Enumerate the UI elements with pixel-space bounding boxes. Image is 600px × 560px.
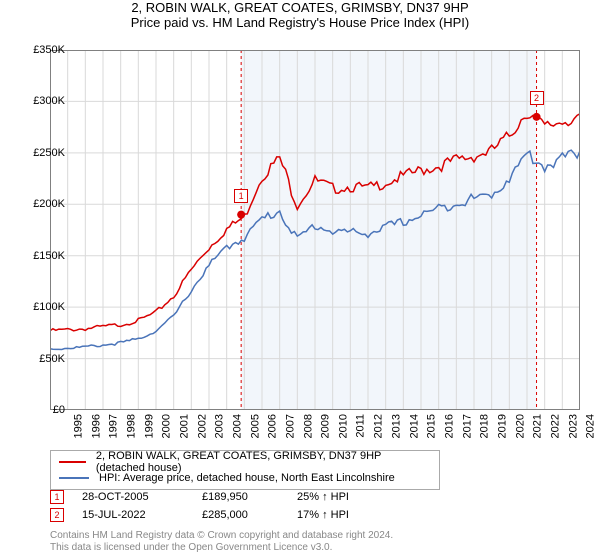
x-axis-label: 1998 [125,414,137,438]
x-axis-label: 1999 [143,414,155,438]
sale-price: £285,000 [202,509,297,521]
chart-svg [50,50,580,410]
x-axis-label: 2019 [496,414,508,438]
x-axis-label: 2022 [549,414,561,438]
x-axis-label: 1997 [108,414,120,438]
legend-swatch [59,477,89,479]
legend-item: HPI: Average price, detached house, Nort… [59,470,431,486]
x-axis-label: 1996 [90,414,102,438]
x-axis-label: 2008 [302,414,314,438]
sale-diff: 25% ↑ HPI [297,491,387,503]
y-axis-label: £100K [33,301,65,313]
y-axis-label: £200K [33,198,65,210]
x-axis-label: 2000 [161,414,173,438]
x-axis-label: 2009 [320,414,332,438]
y-axis-label: £300K [33,95,65,107]
x-axis-label: 1995 [72,414,84,438]
footer-line: This data is licensed under the Open Gov… [50,542,393,554]
sale-marker-icon: 1 [50,490,64,504]
x-axis-label: 2004 [231,414,243,438]
sale-date: 28-OCT-2005 [82,491,202,503]
x-axis-label: 2011 [354,414,366,438]
legend-label: HPI: Average price, detached house, Nort… [99,472,395,484]
legend: 2, ROBIN WALK, GREAT COATES, GRIMSBY, DN… [50,450,440,490]
x-axis-label: 2005 [249,414,261,438]
chart-area [50,50,580,410]
sale-marker-icon: 2 [50,508,64,522]
footer: Contains HM Land Registry data © Crown c… [50,530,393,554]
sale-point-marker: 2 [530,91,544,105]
y-axis-label: £50K [39,353,65,365]
x-axis-label: 2016 [443,414,455,438]
x-axis-label: 2001 [178,414,190,438]
x-axis-label: 2021 [532,414,544,438]
x-axis-label: 2020 [514,414,526,438]
y-axis-label: £150K [33,250,65,262]
chart-subtitle: Price paid vs. HM Land Registry's House … [0,15,600,30]
x-axis-label: 2006 [267,414,279,438]
footer-line: Contains HM Land Registry data © Crown c… [50,530,393,542]
x-axis-label: 2007 [284,414,296,438]
x-axis-label: 2002 [196,414,208,438]
sale-diff: 17% ↑ HPI [297,509,387,521]
sales-table: 1 28-OCT-2005 £189,950 25% ↑ HPI 2 15-JU… [50,490,387,526]
x-axis-label: 2023 [567,414,579,438]
y-axis-label: £350K [33,44,65,56]
x-axis-label: 2017 [461,414,473,438]
y-axis-label: £0 [53,404,65,416]
legend-label: 2, ROBIN WALK, GREAT COATES, GRIMSBY, DN… [96,450,431,474]
x-axis-label: 2013 [390,414,402,438]
x-axis-label: 2018 [479,414,491,438]
sale-row: 2 15-JUL-2022 £285,000 17% ↑ HPI [50,508,387,522]
sale-row: 1 28-OCT-2005 £189,950 25% ↑ HPI [50,490,387,504]
sale-date: 15-JUL-2022 [82,509,202,521]
x-axis-label: 2015 [426,414,438,438]
sale-point-marker: 1 [234,189,248,203]
x-axis-label: 2014 [408,414,420,438]
chart-title: 2, ROBIN WALK, GREAT COATES, GRIMSBY, DN… [0,0,600,15]
x-axis-label: 2024 [585,414,597,438]
x-axis-label: 2012 [373,414,385,438]
sale-price: £189,950 [202,491,297,503]
legend-swatch [59,461,86,463]
y-axis-label: £250K [33,147,65,159]
x-axis-label: 2010 [337,414,349,438]
x-axis-label: 2003 [214,414,226,438]
legend-item: 2, ROBIN WALK, GREAT COATES, GRIMSBY, DN… [59,454,431,470]
